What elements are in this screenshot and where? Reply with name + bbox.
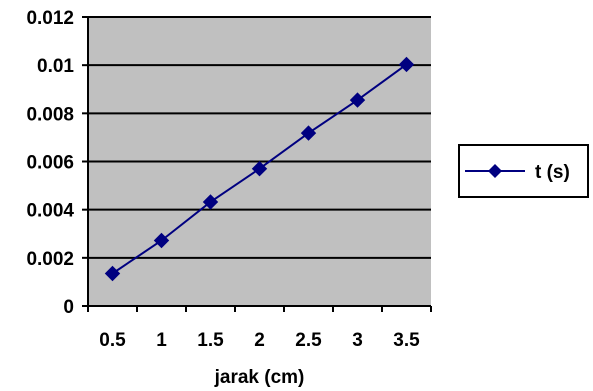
data-series — [104, 56, 415, 282]
y-tick-label: 0.01 — [37, 56, 74, 77]
x-tick-label: 2.5 — [295, 330, 322, 351]
x-tick-label: 1 — [156, 330, 167, 351]
data-point-marker — [349, 92, 366, 108]
x-tick-label: 3.5 — [393, 330, 420, 351]
x-axis-title: jarak (cm) — [214, 367, 305, 388]
legend-swatch-marker — [488, 164, 502, 178]
data-point-marker — [202, 194, 219, 210]
y-tick-label: 0.012 — [26, 8, 74, 29]
data-point-marker — [153, 232, 170, 249]
data-point-marker — [251, 161, 268, 177]
x-tick-label: 1.5 — [197, 330, 224, 351]
data-point-marker — [300, 125, 317, 141]
x-tick-label: 2 — [254, 330, 265, 351]
y-axis-tick-labels: 0 0.002 0.004 0.006 0.008 0.01 0.012 — [26, 8, 74, 318]
x-tick-label: 3 — [352, 330, 363, 351]
y-tick-label: 0.006 — [26, 153, 74, 174]
data-point-marker — [104, 265, 121, 282]
legend: t (s) — [458, 144, 589, 198]
y-tick-label: 0.002 — [26, 249, 74, 270]
x-axis-tick-labels: 0.5 1 1.5 2 2.5 3 3.5 — [99, 330, 420, 351]
y-tick-label: 0.008 — [26, 104, 74, 125]
axes — [82, 16, 432, 312]
data-point-marker — [398, 56, 415, 73]
y-tick-label: 0.004 — [26, 201, 74, 222]
legend-label: t (s) — [535, 162, 570, 183]
x-tick-label: 0.5 — [99, 330, 126, 351]
y-tick-label: 0 — [63, 297, 74, 318]
